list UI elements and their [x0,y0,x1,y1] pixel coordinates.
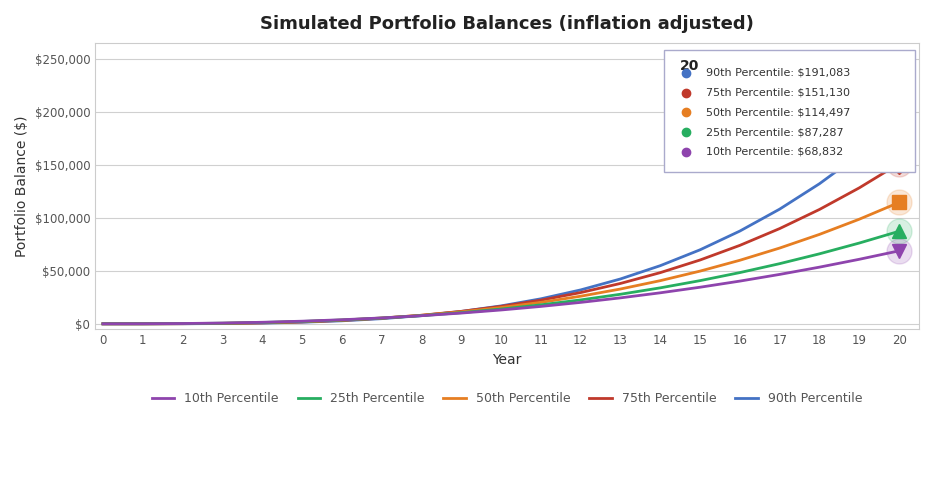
Text: 10th Percentile: $68,832: 10th Percentile: $68,832 [706,147,843,157]
Y-axis label: Portfolio Balance ($): Portfolio Balance ($) [15,115,29,257]
FancyBboxPatch shape [663,50,915,172]
X-axis label: Year: Year [492,352,522,366]
Text: 25th Percentile: $87,287: 25th Percentile: $87,287 [706,127,844,137]
Text: 50th Percentile: $114,497: 50th Percentile: $114,497 [706,107,851,118]
Text: 75th Percentile: $151,130: 75th Percentile: $151,130 [706,88,851,98]
Title: Simulated Portfolio Balances (inflation adjusted): Simulated Portfolio Balances (inflation … [260,15,754,33]
Text: 90th Percentile: $191,083: 90th Percentile: $191,083 [706,68,851,78]
Legend: 10th Percentile, 25th Percentile, 50th Percentile, 75th Percentile, 90th Percent: 10th Percentile, 25th Percentile, 50th P… [147,387,867,410]
Text: 20: 20 [680,59,700,73]
